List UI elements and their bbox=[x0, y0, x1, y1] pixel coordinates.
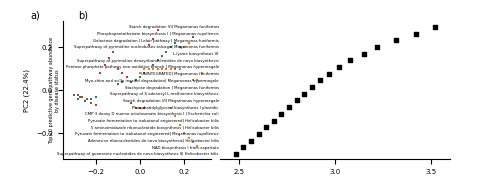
Point bbox=[194, 78, 202, 81]
Point bbox=[92, 95, 100, 98]
Point bbox=[247, 139, 255, 142]
Point bbox=[316, 79, 324, 82]
Point bbox=[180, 132, 188, 135]
Point bbox=[172, 42, 179, 44]
Point bbox=[232, 153, 239, 155]
Point bbox=[180, 46, 188, 49]
Point bbox=[172, 115, 179, 118]
Point bbox=[149, 63, 157, 66]
Point bbox=[154, 67, 162, 70]
Point bbox=[239, 146, 247, 149]
Point bbox=[122, 76, 130, 79]
Point bbox=[262, 126, 270, 129]
Point bbox=[176, 124, 184, 126]
Point bbox=[122, 76, 130, 79]
Text: a): a) bbox=[30, 10, 40, 20]
Point bbox=[180, 46, 188, 49]
Point bbox=[158, 67, 166, 70]
Point bbox=[78, 95, 86, 98]
Point bbox=[127, 102, 135, 105]
Point bbox=[132, 106, 140, 109]
Point bbox=[110, 50, 118, 53]
Point bbox=[74, 98, 82, 100]
Point bbox=[167, 46, 175, 49]
Point bbox=[285, 106, 293, 108]
Point bbox=[270, 119, 278, 122]
Point bbox=[158, 54, 166, 57]
Point bbox=[76, 95, 84, 98]
Point bbox=[162, 50, 170, 53]
Point bbox=[140, 106, 148, 109]
Point bbox=[105, 57, 113, 60]
Point bbox=[189, 35, 197, 38]
Point bbox=[308, 86, 316, 88]
Point bbox=[189, 141, 197, 144]
Point bbox=[184, 42, 192, 44]
Point bbox=[412, 32, 420, 35]
Point bbox=[278, 112, 285, 115]
Point bbox=[162, 67, 170, 70]
Point bbox=[92, 104, 100, 107]
Point bbox=[80, 100, 88, 103]
Point bbox=[300, 92, 308, 95]
Y-axis label: PC2 (22.4%): PC2 (22.4%) bbox=[24, 69, 30, 112]
Point bbox=[88, 98, 96, 100]
Point bbox=[127, 80, 135, 83]
Point bbox=[172, 67, 179, 70]
Point bbox=[100, 63, 108, 66]
Point bbox=[74, 93, 82, 96]
Point bbox=[83, 98, 91, 100]
Point bbox=[136, 106, 144, 109]
Point bbox=[118, 80, 126, 83]
Point bbox=[145, 67, 153, 70]
Text: b): b) bbox=[78, 10, 88, 20]
Point bbox=[136, 72, 144, 75]
Point bbox=[149, 67, 157, 70]
Point bbox=[70, 93, 78, 96]
Point bbox=[360, 52, 368, 55]
Point bbox=[154, 59, 162, 62]
Point bbox=[176, 46, 184, 49]
Point bbox=[430, 25, 438, 28]
Point bbox=[114, 67, 122, 70]
Point bbox=[140, 72, 148, 75]
Point bbox=[176, 67, 184, 70]
Point bbox=[149, 37, 157, 40]
Point bbox=[167, 67, 175, 70]
Point bbox=[346, 59, 354, 62]
Point bbox=[335, 66, 343, 68]
Point bbox=[136, 76, 144, 79]
Point bbox=[132, 78, 140, 81]
Point bbox=[198, 72, 206, 75]
Y-axis label: Top 20 predictive gene pathway abundance
by disease status: Top 20 predictive gene pathway abundance… bbox=[50, 37, 60, 144]
Point bbox=[145, 44, 153, 47]
Point bbox=[154, 29, 162, 32]
Point bbox=[184, 136, 192, 139]
Point bbox=[373, 45, 381, 48]
Point bbox=[184, 42, 192, 44]
Point bbox=[254, 132, 262, 135]
Point bbox=[114, 83, 122, 85]
Point bbox=[145, 67, 153, 70]
Point bbox=[140, 67, 148, 70]
Point bbox=[392, 39, 400, 42]
Point bbox=[326, 72, 334, 75]
Point bbox=[194, 145, 202, 148]
Point bbox=[118, 72, 126, 75]
Point bbox=[96, 72, 104, 75]
Point bbox=[167, 106, 175, 109]
Point bbox=[88, 102, 96, 105]
Point bbox=[189, 78, 197, 81]
Point bbox=[293, 99, 301, 102]
